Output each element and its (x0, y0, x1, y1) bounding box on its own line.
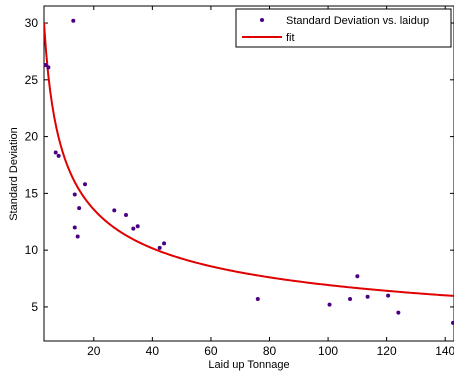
y-tick-label: 15 (25, 186, 39, 200)
data-point (327, 302, 332, 307)
data-point (77, 206, 82, 211)
data-point (131, 226, 136, 231)
data-point (72, 225, 77, 230)
data-point (56, 153, 61, 158)
legend-label-fit: fit (286, 32, 295, 44)
data-point (135, 224, 140, 229)
y-tick-label: 5 (31, 300, 38, 314)
y-tick-label: 30 (25, 16, 39, 30)
data-point (53, 150, 58, 155)
scatter-points (43, 18, 454, 325)
data-point (396, 310, 401, 315)
y-axis-label: Standard Deviation (8, 127, 20, 221)
y-tick-label: 20 (25, 130, 39, 144)
legend-label-scatter: Standard Deviation vs. laidup (286, 15, 429, 27)
y-tick-label: 10 (25, 243, 39, 257)
data-point (162, 241, 167, 246)
data-point (43, 63, 48, 68)
y-tick-label: 25 (25, 73, 39, 87)
legend-marker-scatter (260, 18, 264, 22)
x-tick-label: 120 (377, 344, 397, 358)
data-point (112, 208, 117, 213)
data-point (157, 245, 162, 250)
x-tick-label: 60 (204, 344, 218, 358)
fit-line (44, 22, 454, 297)
data-point (255, 296, 260, 301)
axis-ticks: 20 40 60 80 100 120 140 5 10 15 20 25 30 (25, 6, 454, 358)
data-point (365, 294, 370, 299)
data-point (451, 320, 454, 325)
data-point (46, 65, 51, 70)
x-tick-label: 140 (435, 344, 454, 358)
data-point (71, 18, 76, 23)
data-point (348, 296, 353, 301)
legend: Standard Deviation vs. laidup fit (235, 8, 452, 48)
data-point (83, 182, 87, 187)
fit-layer (44, 22, 454, 297)
data-point (386, 293, 391, 298)
x-tick-label: 80 (263, 344, 277, 358)
data-point (72, 192, 77, 197)
x-tick-label: 20 (87, 344, 101, 358)
data-point (124, 212, 128, 217)
data-point (75, 234, 80, 239)
legend-box (235, 8, 452, 48)
x-axis-label: Laid up Tonnage (208, 359, 289, 371)
plot-area (43, 5, 454, 342)
x-tick-label: 100 (318, 344, 338, 358)
data-point (355, 274, 360, 279)
x-tick-label: 40 (146, 344, 160, 358)
